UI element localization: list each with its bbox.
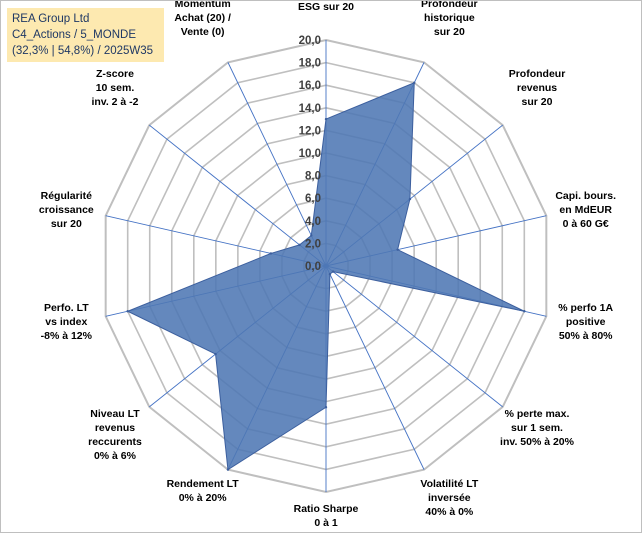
data-point [396, 248, 399, 251]
tick-label: 20,0 [299, 35, 321, 47]
axis-label: % perte max. sur 1 sem. inv. 50% à 20% [500, 408, 575, 448]
axis-label: Momentum Achat (20) / Vente (0) [174, 1, 231, 38]
data-point [523, 310, 526, 313]
axis-label: NoteESG sur 20 [298, 1, 354, 13]
axis-label: Capi. bours. en MdEUR 0 à 60 G€ [555, 190, 616, 230]
tick-label: 2,0 [305, 238, 321, 250]
axis-spoke [149, 124, 327, 267]
data-point [214, 352, 217, 356]
tick-label: 0,0 [305, 261, 321, 273]
axis-label: Profondeur revenus sur 20 [509, 68, 566, 108]
tick-label: 18,0 [299, 58, 321, 70]
header-stats: (32,3% | 54,8%) / 2025W35 [12, 45, 154, 57]
data-point [413, 81, 416, 84]
tick-label: 14,0 [299, 103, 321, 115]
axis-label: Volatilité LT inversée 40% à 0% [420, 478, 479, 518]
tick-label: 8,0 [305, 171, 321, 183]
axis-spoke [227, 62, 327, 267]
axis-label: Profondeur historique sur 20 [421, 1, 478, 38]
data-point [408, 197, 412, 201]
axis-label: Rendement LT 0% à 20% [167, 478, 240, 504]
axis-label: % perfo 1A positive 50% à 80% [558, 302, 613, 342]
axis-label: Ratio Sharpe 0 à 1 [294, 503, 359, 529]
axis-spoke [325, 265, 425, 470]
chart-header: REA Group Ltd C4_Actions / 5_MONDE (32,3… [7, 8, 164, 62]
data-point [269, 252, 273, 255]
axis-spoke [325, 265, 503, 408]
tick-label: 16,0 [299, 80, 321, 92]
axis-label: Perfo. LT vs index -8% à 12% [41, 302, 93, 342]
tick-label: 6,0 [305, 193, 321, 205]
axis-label: Régularité croissance sur 20 [39, 190, 94, 230]
data-point [298, 243, 301, 247]
tick-label: 12,0 [299, 125, 321, 137]
data-point [226, 468, 230, 471]
axis-label: Niveau LT revenus reccurents 0% à 6% [88, 408, 142, 462]
data-point [331, 270, 335, 273]
data-point [126, 310, 129, 313]
data-point [328, 272, 332, 276]
header-category: C4_Actions / 5_MONDE [12, 29, 136, 41]
data-point [324, 406, 328, 409]
header-company: REA Group Ltd [12, 13, 90, 25]
tick-label: 4,0 [305, 216, 321, 228]
tick-label: 10,0 [299, 148, 321, 160]
data-point [324, 117, 328, 121]
data-point [310, 234, 313, 237]
axis-label: Z-score 10 sem. inv. 2 à -2 [91, 68, 138, 108]
